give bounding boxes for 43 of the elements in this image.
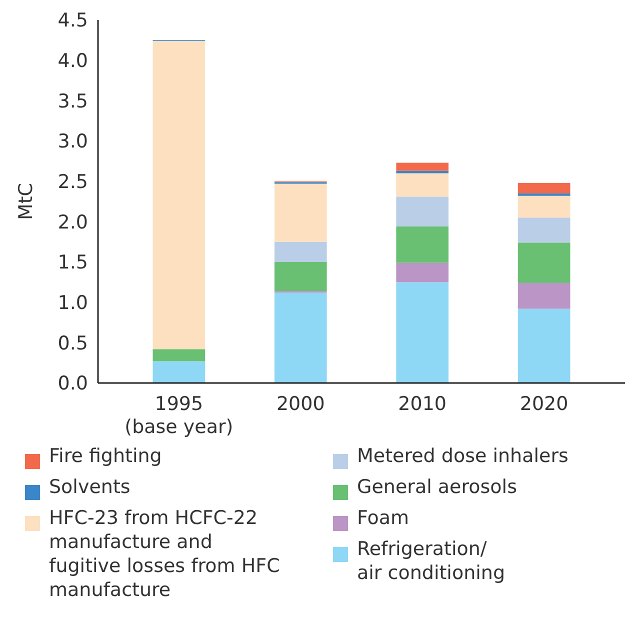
bar — [396, 196, 449, 227]
x-tick-label: 1995 (base year) — [124, 393, 234, 438]
bar — [274, 184, 327, 242]
legend-label: Foam — [357, 507, 410, 529]
y-tick-label: 0.5 — [58, 332, 88, 354]
y-tick-label: 2.5 — [58, 170, 88, 193]
bar — [518, 242, 570, 283]
y-tick-label: 4.0 — [58, 50, 88, 72]
bar — [152, 349, 206, 362]
bar — [518, 182, 570, 194]
bar — [396, 282, 449, 383]
bar — [274, 292, 327, 383]
x-tick-label: 2000 — [276, 393, 325, 415]
legend-label: General aerosols — [357, 476, 517, 498]
bar — [274, 242, 327, 262]
bar — [518, 308, 570, 383]
legend-label: Refrigeration/ air conditioning — [357, 538, 506, 584]
bar — [274, 262, 327, 292]
y-axis-title: MtC — [15, 182, 37, 220]
bar — [396, 170, 449, 174]
legend-label: Fire fighting — [49, 445, 162, 467]
legend-label: Solvents — [49, 476, 130, 498]
y-tick-label: 1.5 — [58, 252, 88, 274]
bar — [396, 162, 449, 171]
y-tick-label: 1.0 — [58, 292, 88, 314]
bar — [396, 226, 449, 263]
x-tick-label: 2020 — [520, 393, 568, 415]
bar — [518, 282, 570, 309]
y-tick-label: 0.0 — [58, 372, 88, 395]
y-tick-label: 3.5 — [58, 90, 88, 112]
legend-label: Metered dose inhalers — [357, 445, 568, 467]
bar — [152, 361, 206, 383]
bar — [396, 173, 449, 197]
y-tick-label: 2.0 — [58, 211, 88, 234]
bar — [152, 40, 206, 350]
y-tick-label: 3.0 — [58, 130, 88, 153]
legend-label: HFC-23 from HCFC-22 manufacture and fugitive losses from HFC manufacture — [49, 507, 280, 601]
y-tick-label: 4.5 — [58, 10, 88, 32]
bar — [518, 193, 570, 196]
bar — [396, 262, 449, 282]
x-tick-label: 2010 — [398, 393, 447, 415]
bar — [518, 218, 570, 243]
bar — [518, 196, 570, 218]
